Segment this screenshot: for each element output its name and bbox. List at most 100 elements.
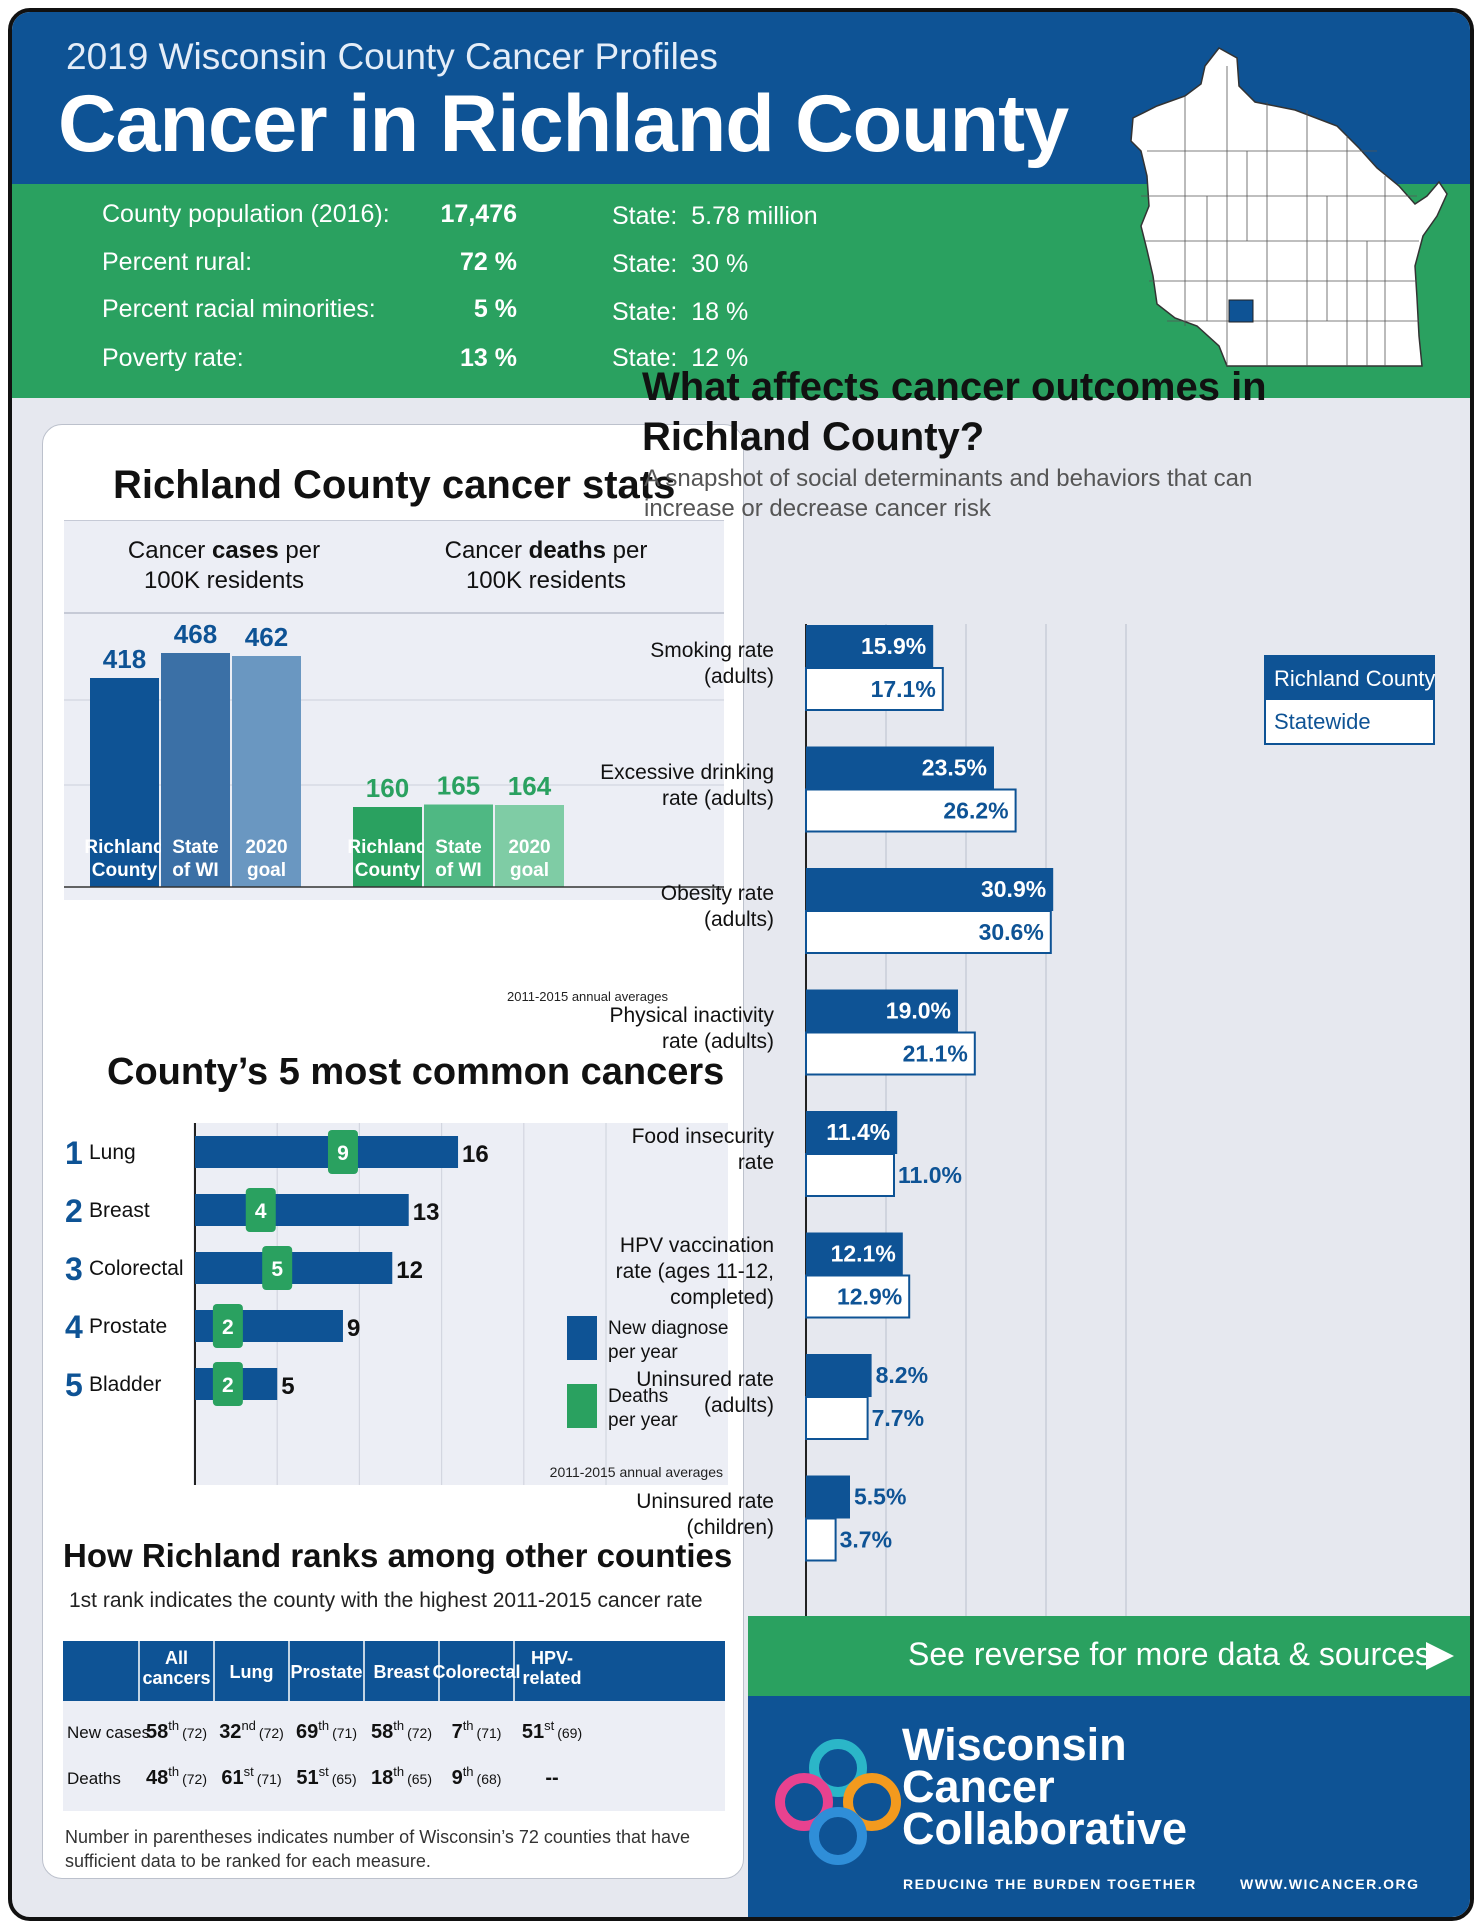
demo-state: State: 18 % bbox=[612, 298, 748, 327]
org-name-line: Wisconsin bbox=[902, 1719, 1127, 1770]
richland-value-label: 23.5% bbox=[922, 755, 987, 781]
statewide-value-label: 3.7% bbox=[840, 1527, 892, 1553]
statewide-value-label: 17.1% bbox=[871, 676, 936, 702]
demo-state-label: State: bbox=[612, 250, 678, 278]
richland-bar bbox=[806, 1354, 872, 1397]
page-frame: 2019 Wisconsin County Cancer Profiles Ca… bbox=[8, 8, 1474, 1921]
bar-category-label: County bbox=[355, 860, 421, 881]
outcome-category-label: Uninsured rate (adults) bbox=[574, 1367, 774, 1419]
outcome-category-line: rate bbox=[737, 1151, 774, 1174]
bar-value-label: 462 bbox=[245, 622, 288, 652]
outcome-category-label: Food insecurity rate bbox=[574, 1124, 774, 1176]
column-header: cancers bbox=[142, 1668, 210, 1688]
rank-cell: 58th (72) bbox=[371, 1718, 432, 1743]
outcome-category-line: Uninsured rate bbox=[636, 1368, 774, 1391]
new-diagnoses-value: 13 bbox=[413, 1199, 440, 1226]
statewide-bar bbox=[805, 910, 1052, 954]
demo-state: State: 5.78 million bbox=[612, 202, 818, 231]
legend-swatch-new bbox=[567, 1316, 597, 1360]
rank-cell: 51st (65) bbox=[296, 1764, 356, 1789]
legend-swatch-deaths bbox=[567, 1384, 597, 1428]
cases-title-rest: per bbox=[279, 537, 320, 564]
bar-deaths bbox=[495, 805, 564, 887]
deaths-title: Cancer deaths per bbox=[445, 537, 648, 564]
new-diagnoses-bar bbox=[195, 1252, 393, 1284]
deaths-marker bbox=[245, 1188, 276, 1232]
org-url[interactable]: WWW.WICANCER.ORG bbox=[1240, 1876, 1420, 1892]
cases-title-plain: Cancer bbox=[128, 537, 212, 564]
row-label: New cases bbox=[67, 1723, 150, 1742]
legend-statewide-label: Statewide bbox=[1274, 709, 1371, 734]
bar-category-label: 2020 bbox=[245, 837, 287, 858]
org-tagline: REDUCING THE BURDEN TOGETHER bbox=[903, 1876, 1197, 1892]
richland-bar bbox=[806, 868, 1054, 911]
column-header: Prostate bbox=[290, 1662, 362, 1682]
statewide-bar bbox=[805, 1031, 976, 1076]
deaths-marker bbox=[262, 1246, 293, 1290]
cta-band: See reverse for more data & sources bbox=[748, 1616, 1470, 1696]
cancer-name: Colorectal bbox=[89, 1257, 184, 1280]
new-diagnoses-bar bbox=[195, 1194, 409, 1226]
bar-category-label: County bbox=[92, 860, 158, 881]
demo-state-value: 30 % bbox=[691, 250, 749, 278]
demo-state-label: State: bbox=[612, 344, 678, 372]
statewide-bar bbox=[805, 788, 1017, 833]
statewide-value-label: 11.0% bbox=[898, 1162, 962, 1188]
rank-cell: 58th (72) bbox=[146, 1718, 207, 1743]
row-label: Deaths bbox=[67, 1769, 121, 1788]
legend-new-line1: New diagnoses bbox=[608, 1318, 728, 1339]
richland-bar bbox=[806, 989, 958, 1033]
legend-new-line2: per year bbox=[608, 1342, 678, 1363]
richland-bar bbox=[806, 1111, 898, 1154]
deaths-title-rest: per bbox=[606, 537, 647, 564]
richland-value-label: 11.4% bbox=[826, 1119, 890, 1145]
statewide-value-label: 21.1% bbox=[903, 1041, 968, 1067]
deaths-title-bold: deaths bbox=[529, 537, 606, 564]
org-footer: Wisconsin Cancer Collaborative REDUCING … bbox=[748, 1696, 1470, 1917]
cancer-name: Prostate bbox=[89, 1315, 167, 1338]
richland-value-label: 30.9% bbox=[981, 876, 1046, 902]
outcome-category-line: HPV vaccination bbox=[619, 1233, 774, 1257]
demo-value: 13 % bbox=[460, 344, 517, 372]
outcome-category-line: Smoking rate bbox=[650, 639, 774, 662]
outcome-category-line: Physical inactivity bbox=[609, 1003, 774, 1027]
bar-cases bbox=[90, 678, 159, 887]
cancer-name: Lung bbox=[89, 1141, 136, 1164]
wcc-logo-icon bbox=[775, 1739, 901, 1865]
deaths-value: 2 bbox=[222, 1316, 234, 1339]
outcome-category-line: (adults) bbox=[703, 1394, 774, 1417]
statewide-value-label: 26.2% bbox=[943, 798, 1008, 824]
new-diagnoses-value: 12 bbox=[396, 1257, 423, 1284]
demo-state-label: State: bbox=[612, 202, 678, 230]
column-header: Colorectal bbox=[432, 1662, 520, 1682]
county-lines bbox=[1141, 66, 1419, 366]
bar-value-label: 164 bbox=[508, 771, 552, 801]
demo-value: 72 % bbox=[460, 248, 517, 276]
deaths-title-line2: 100K residents bbox=[466, 567, 626, 594]
common-cancers-chart: 1 Lung 16 9 2 Breast 13 4 3 Colorectal 12 5 4 Prostat… bbox=[65, 1123, 728, 1485]
statewide-bar bbox=[805, 1517, 837, 1562]
bar-value-label: 418 bbox=[103, 644, 146, 674]
demo-label: Percent racial minorities: bbox=[102, 295, 376, 323]
org-name: Wisconsin Cancer Collaborative bbox=[902, 1719, 1187, 1851]
rankings-footnote: Number in parentheses indicates number o… bbox=[65, 1827, 691, 1871]
outcome-category-line: rate (ages 11-12, bbox=[615, 1259, 774, 1283]
deaths-marker bbox=[212, 1304, 243, 1348]
richland-value-label: 5.5% bbox=[854, 1484, 906, 1510]
legend-deaths-line2: per year bbox=[608, 1410, 678, 1431]
bar-value-label: 165 bbox=[437, 771, 480, 801]
cases-deaths-note: 2011-2015 annual averages bbox=[507, 989, 668, 1004]
deaths-value: 5 bbox=[271, 1258, 283, 1281]
new-diagnoses-value: 5 bbox=[281, 1373, 294, 1400]
richland-value-label: 19.0% bbox=[886, 998, 951, 1024]
bar-value-label: 468 bbox=[174, 619, 217, 649]
outcome-category-line: (adults) bbox=[703, 665, 774, 688]
statewide-value-label: 7.7% bbox=[872, 1405, 924, 1431]
outcome-category-line: (adults) bbox=[703, 908, 774, 931]
legend-deaths-line1: Deaths bbox=[608, 1386, 668, 1407]
demo-label: Poverty rate: bbox=[102, 344, 244, 372]
org-name-line: Cancer bbox=[902, 1761, 1055, 1812]
cases-deaths-chart: Cancer cases per 100K residents Cancer d… bbox=[64, 520, 724, 900]
bar-category-label: goal bbox=[510, 860, 549, 881]
richland-bar bbox=[806, 625, 934, 668]
